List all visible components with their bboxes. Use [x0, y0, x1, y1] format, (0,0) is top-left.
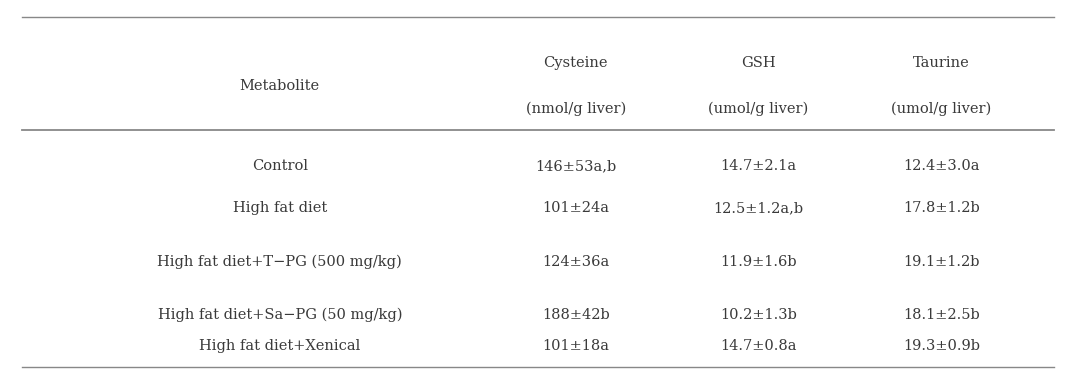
Text: GSH: GSH [741, 56, 776, 70]
Text: High fat diet: High fat diet [232, 201, 327, 215]
Text: 188±42b: 188±42b [542, 308, 609, 322]
Text: 12.4±3.0a: 12.4±3.0a [903, 159, 980, 173]
Text: 146±53a,b: 146±53a,b [535, 159, 617, 173]
Text: 17.8±1.2b: 17.8±1.2b [903, 201, 980, 215]
Text: (umol/g liver): (umol/g liver) [708, 102, 809, 116]
Text: 11.9±1.6b: 11.9±1.6b [720, 255, 797, 269]
Text: 101±24a: 101±24a [542, 201, 609, 215]
Text: 19.1±1.2b: 19.1±1.2b [903, 255, 980, 269]
Text: 12.5±1.2a,b: 12.5±1.2a,b [713, 201, 804, 215]
Text: High fat diet+T−PG (500 mg/kg): High fat diet+T−PG (500 mg/kg) [157, 254, 402, 269]
Text: (nmol/g liver): (nmol/g liver) [525, 102, 626, 116]
Text: 124±36a: 124±36a [542, 255, 609, 269]
Text: 18.1±2.5b: 18.1±2.5b [903, 308, 980, 322]
Text: 19.3±0.9b: 19.3±0.9b [903, 339, 980, 353]
Text: (umol/g liver): (umol/g liver) [891, 102, 992, 116]
Text: High fat diet+Sa−PG (50 mg/kg): High fat diet+Sa−PG (50 mg/kg) [157, 308, 402, 322]
Text: Cysteine: Cysteine [543, 56, 608, 70]
Text: Taurine: Taurine [914, 56, 969, 70]
Text: 101±18a: 101±18a [542, 339, 609, 353]
Text: Metabolite: Metabolite [240, 79, 320, 93]
Text: Control: Control [252, 159, 308, 173]
Text: 14.7±0.8a: 14.7±0.8a [720, 339, 797, 353]
Text: High fat diet+Xenical: High fat diet+Xenical [199, 339, 360, 353]
Text: 14.7±2.1a: 14.7±2.1a [721, 159, 796, 173]
Text: 10.2±1.3b: 10.2±1.3b [720, 308, 797, 322]
